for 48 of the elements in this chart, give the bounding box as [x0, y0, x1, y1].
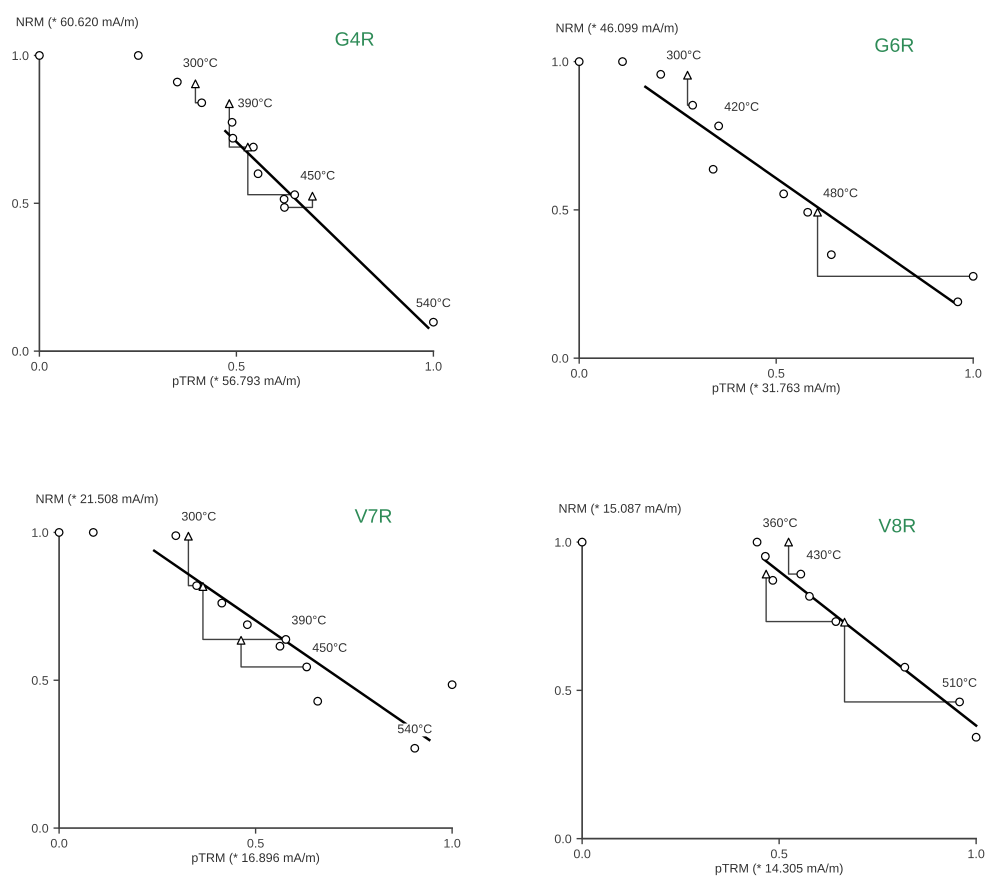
annotation: 360°C — [763, 518, 798, 528]
y-tick-label: 0.5 — [554, 686, 572, 696]
x-axis-title: pTRM (* 14.305 mA/m) — [716, 863, 843, 876]
annotation: 450°C — [312, 643, 347, 652]
chart-title: V8R — [878, 518, 916, 532]
x-tick-label: 0.5 — [228, 362, 245, 371]
x-tick-label: 0.0 — [574, 849, 590, 858]
annotation: 540°C — [416, 298, 450, 308]
x-tick-label: 0.5 — [768, 368, 784, 378]
y-tick-label: 0.0 — [552, 354, 568, 363]
x-tick-label: 1.0 — [444, 838, 460, 848]
y-axis-title: NRM (* 60.620 mA/m) — [16, 17, 138, 29]
chart-title: G6R — [875, 38, 914, 52]
x-tick-label: 0.0 — [570, 368, 588, 378]
annotation: 540°C — [398, 724, 432, 734]
x-tick-label: 0.5 — [247, 838, 264, 848]
chart-title: V7R — [354, 509, 392, 523]
x-tick-label: 1.0 — [968, 849, 984, 858]
annotation: 480°C — [823, 188, 858, 198]
annotation: 450°C — [300, 170, 335, 180]
y-tick-label: 1.0 — [12, 51, 28, 60]
y-tick-label: 0.5 — [12, 199, 28, 208]
x-axis-title: pTRM (* 56.793 mA/m) — [172, 376, 300, 388]
x-tick-label: 0.0 — [50, 838, 68, 848]
x-tick-label: 1.0 — [426, 362, 442, 371]
x-tick-label: 1.0 — [965, 368, 982, 378]
annotation: 430°C — [806, 550, 841, 560]
annotation: 300°C — [182, 512, 216, 521]
y-tick-label: 1.0 — [555, 538, 572, 547]
x-axis-title: pTRM (* 16.896 mA/m) — [192, 852, 320, 865]
annotation: 300°C — [666, 50, 701, 60]
x-tick-label: 0.5 — [770, 849, 788, 858]
y-tick-label: 0.5 — [552, 206, 568, 215]
annotation: 300°C — [183, 58, 218, 68]
annotation: 510°C — [942, 678, 977, 687]
x-axis-title: pTRM (* 31.763 mA/m) — [712, 383, 840, 395]
annotation: 390°C — [238, 98, 272, 108]
chart-title: G4R — [336, 32, 374, 46]
y-axis-title: NRM (* 21.508 mA/m) — [36, 494, 158, 506]
annotation: 420°C — [724, 102, 759, 111]
y-axis-title: NRM (* 15.087 mA/m) — [560, 504, 681, 516]
y-tick-label: 0.0 — [32, 824, 48, 833]
y-tick-label: 1.0 — [552, 57, 568, 66]
y-tick-label: 1.0 — [32, 528, 48, 538]
annotation: 390°C — [292, 616, 326, 624]
y-tick-label: 0.5 — [32, 676, 48, 685]
y-tick-label: 0.0 — [12, 346, 28, 356]
y-axis-title: NRM (* 46.099 mA/m) — [556, 23, 678, 35]
